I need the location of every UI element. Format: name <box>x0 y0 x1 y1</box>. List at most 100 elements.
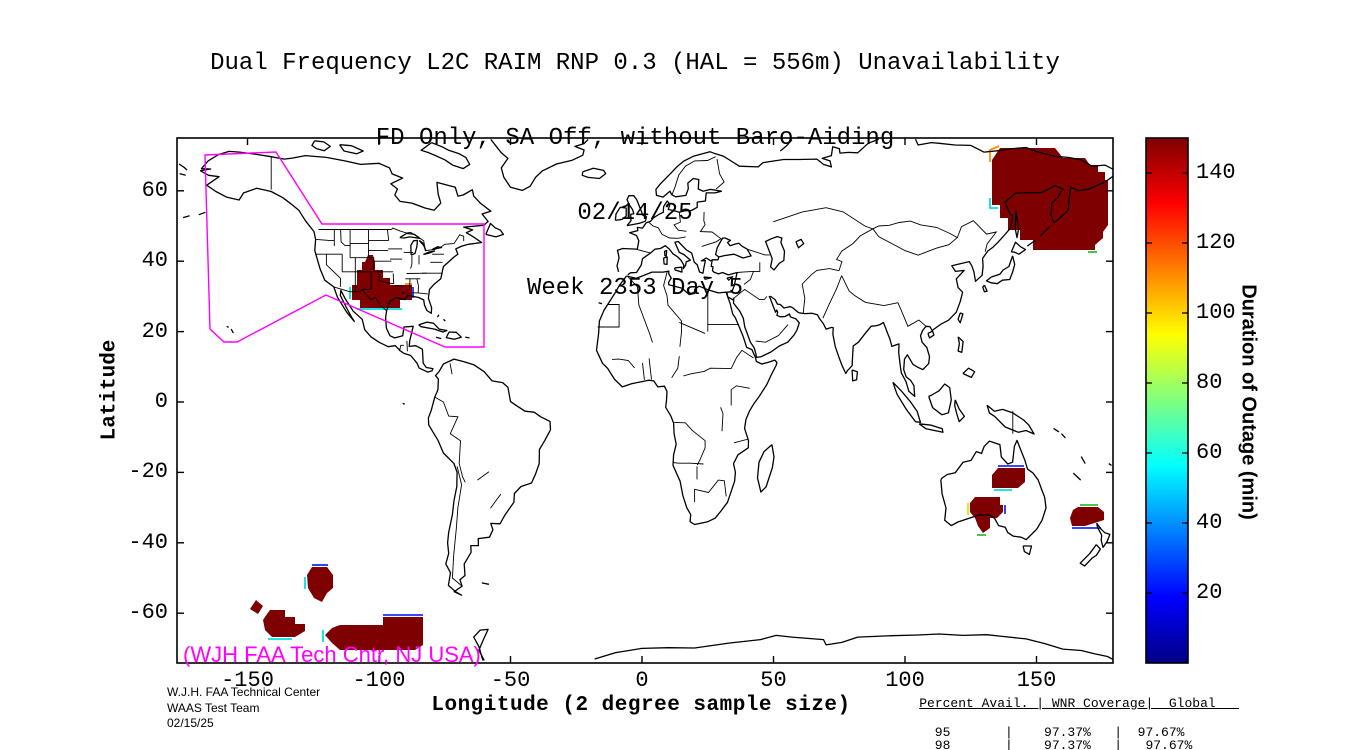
coastline <box>851 369 859 382</box>
org-line-2: WAAS Test Team <box>167 700 260 715</box>
colorbar-tick-label: 80 <box>1196 370 1223 395</box>
coastline <box>445 331 462 340</box>
coastline <box>436 314 440 318</box>
coastline <box>198 211 206 216</box>
country-border <box>683 367 732 377</box>
coastline <box>595 270 778 526</box>
coastline <box>1026 239 1036 247</box>
coastline <box>1080 456 1086 464</box>
coverage-table-row: 98 | 97.37% | 97.67% <box>888 738 1193 750</box>
country-border <box>679 321 706 334</box>
outage-region <box>250 600 263 614</box>
country-border <box>434 396 466 483</box>
colorbar-layer <box>1145 137 1189 664</box>
outage-region <box>263 610 305 637</box>
org-line-3: 02/15/25 <box>167 716 214 730</box>
coastline <box>662 256 668 266</box>
us-state-border <box>316 238 335 241</box>
coastline <box>1014 211 1020 239</box>
coastline <box>598 302 603 305</box>
coverage-table-row: 95 | 97.37% | 97.67% <box>888 725 1185 740</box>
colorbar-label: Duration of Outage (min) <box>1237 284 1260 520</box>
y-tick-label: 40 <box>141 248 168 274</box>
country-border <box>477 471 490 481</box>
country-border <box>627 276 653 343</box>
country-border <box>773 207 874 230</box>
coastline <box>226 325 229 328</box>
colorbar-tick-label: 20 <box>1196 580 1223 605</box>
country-border <box>730 349 754 369</box>
x-tick-label: -150 <box>221 668 274 693</box>
country-border <box>406 340 408 352</box>
country-border <box>872 220 959 256</box>
outage-regions-layer <box>250 145 1108 650</box>
coastline <box>435 336 442 340</box>
coastline <box>423 250 436 256</box>
coastline <box>442 318 446 322</box>
colorbar-tick-label: 140 <box>1196 160 1236 185</box>
coastline <box>1096 522 1111 549</box>
coverage-stats-table: Percent Avail. | WNR Coverage| Global 95… <box>888 684 1239 750</box>
coastline <box>420 141 471 170</box>
coastline <box>714 237 752 259</box>
coastline <box>418 321 448 333</box>
coastline <box>914 138 1113 170</box>
country-border <box>822 275 843 319</box>
country-border <box>743 271 754 285</box>
coverage-table-header: Percent Avail. | WNR Coverage| Global <box>919 696 1240 711</box>
title-line-4: Week 2353 Day 5 <box>526 275 744 302</box>
coastline <box>1061 433 1066 439</box>
country-border <box>720 407 724 432</box>
coastline <box>795 238 805 249</box>
coastline <box>179 172 186 176</box>
coastline <box>1072 472 1082 481</box>
country-border <box>391 227 465 252</box>
country-border <box>451 466 463 587</box>
org-text-block: W.J.H. FAA Technical Center WAAS Test Te… <box>167 685 320 732</box>
coastline <box>957 336 964 354</box>
coastline <box>1108 463 1112 466</box>
coastline <box>311 140 331 152</box>
coastline <box>1039 226 1051 237</box>
title-line-3: 02/14/25 <box>577 200 693 227</box>
coastline <box>490 138 589 192</box>
coastline <box>581 167 607 180</box>
outage-region <box>325 617 423 650</box>
country-border <box>449 363 453 375</box>
coastline <box>703 276 712 280</box>
country-border <box>642 362 645 380</box>
plot-box <box>176 137 1114 664</box>
coastline <box>957 312 964 324</box>
us-state-border <box>392 273 395 284</box>
coastline <box>616 138 879 272</box>
us-state-border <box>418 292 428 295</box>
outage-region <box>992 468 1025 488</box>
coastline <box>339 144 364 155</box>
country-border <box>956 220 998 252</box>
waas-boundary-layer <box>204 151 485 348</box>
country-border <box>733 438 749 444</box>
coastline <box>182 215 190 219</box>
axes-frame-layer <box>176 137 1114 664</box>
y-tick-label: 20 <box>141 318 168 344</box>
coastline <box>485 222 505 238</box>
country-border <box>490 493 502 509</box>
country-border <box>671 356 680 378</box>
coastline <box>986 404 1035 435</box>
country-border <box>715 159 725 190</box>
coastline <box>481 582 490 585</box>
coastline <box>230 328 234 334</box>
coastline <box>427 358 552 596</box>
colorbar-tick-label: 120 <box>1196 230 1236 255</box>
us-state-border <box>325 254 341 279</box>
country-border <box>673 212 687 232</box>
coastline <box>985 255 1016 285</box>
coastline <box>892 381 922 424</box>
coverage-table-rows: 95 | 97.37% | 97.67% 98 | 97.37% | 97.67… <box>888 726 1239 750</box>
coastline <box>626 195 648 227</box>
coastline <box>1079 544 1102 567</box>
y-tick-label: -60 <box>128 600 168 626</box>
country-border <box>733 288 768 301</box>
